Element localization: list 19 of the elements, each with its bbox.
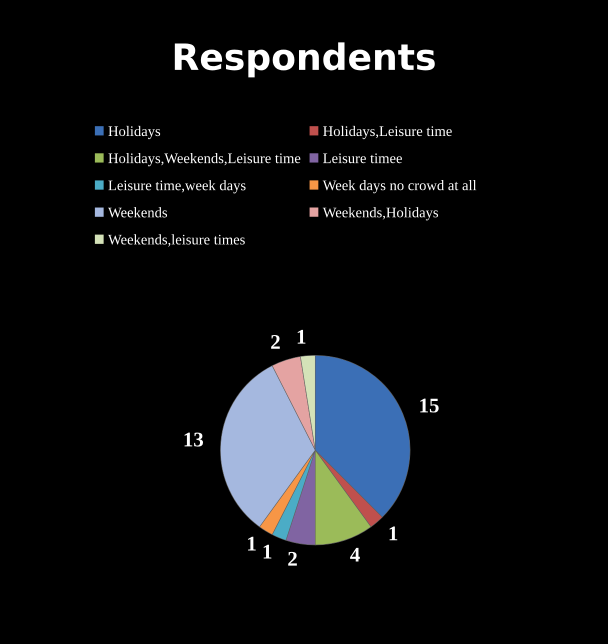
- data-label: 2: [271, 334, 280, 349]
- data-label: 1: [248, 536, 256, 551]
- data-label: 4: [350, 548, 360, 562]
- data-label: 1: [390, 526, 398, 540]
- legend-label: Leisure time,week days: [108, 180, 246, 194]
- data-label: 15: [420, 398, 439, 413]
- data-label: 2: [288, 552, 297, 566]
- legend-label: Weekends: [108, 207, 168, 218]
- legend-label: Weekends,Holidays: [322, 207, 438, 220]
- legend-label: Week days no crowd at all: [322, 180, 476, 194]
- legend-label: Holidays: [108, 126, 160, 140]
- legend-label: Weekends,leisure times: [108, 234, 245, 247]
- legend-label: Leisure timee: [323, 153, 402, 164]
- legend-label: Holidays,Leisure time: [323, 126, 452, 140]
- data-label: 1: [264, 544, 272, 559]
- chart-title: Respondents: [174, 42, 435, 78]
- legend-label: Holidays,Weekends,Leisure time: [108, 152, 300, 166]
- data-label: 13: [184, 432, 204, 447]
- data-label: 1: [298, 330, 306, 344]
